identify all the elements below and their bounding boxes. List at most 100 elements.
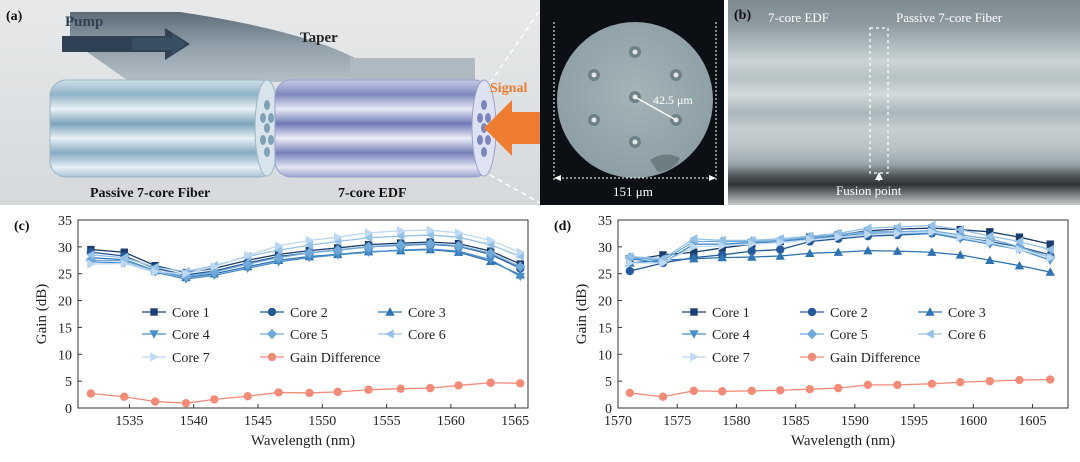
data-point [689, 234, 698, 244]
edf-fiber-body [274, 79, 491, 178]
data-point [1046, 375, 1055, 384]
data-point [775, 251, 785, 260]
data-point [834, 232, 843, 242]
data-point [863, 380, 873, 390]
plot-frame [617, 219, 1069, 409]
data-point [486, 240, 495, 250]
data-point [151, 266, 160, 277]
legend-label: Core 2 [290, 306, 328, 321]
data-point [893, 228, 903, 239]
fusion-box [869, 27, 889, 174]
data-point [1015, 233, 1024, 241]
data-point [274, 388, 283, 397]
data-point [396, 246, 406, 255]
data-point [486, 378, 495, 387]
passive-fiber-body [49, 79, 276, 178]
data-point [150, 397, 160, 406]
panel-b-label: (b) [734, 8, 751, 23]
data-point [243, 391, 252, 401]
data-point [333, 387, 342, 397]
series-gain-difference [625, 375, 1055, 401]
legend-marker [150, 308, 158, 316]
data-point [717, 235, 726, 246]
data-point [273, 252, 284, 263]
x-tick-label: 1605 [1018, 414, 1046, 429]
x-tick-label: 1580 [722, 414, 750, 429]
legend-label: Core 5 [290, 328, 328, 343]
data-point [332, 244, 343, 256]
legend-entry: Gain Difference [800, 351, 920, 366]
data-point [806, 235, 815, 245]
data-point [776, 245, 785, 254]
x-tick-label: 1565 [501, 414, 529, 429]
diameter-label: 151 μm [613, 184, 653, 199]
y-tick-label: 20 [598, 295, 612, 310]
edf-label: 7-core EDF [338, 186, 407, 201]
data-point [986, 237, 995, 248]
panel-b-image: (b) 7-core EDF Passive 7-core Fiber Fusi… [728, 0, 1080, 205]
legend-label: Core 4 [172, 328, 210, 343]
y-axis-label: Gain (dB) [574, 284, 590, 344]
y-tick-label: 15 [58, 321, 72, 336]
legend-label: Core 1 [172, 306, 210, 321]
y-tick-label: 20 [58, 295, 72, 310]
data-point [986, 228, 994, 236]
data-point [453, 240, 464, 251]
data-point [659, 258, 668, 268]
data-point [956, 378, 965, 387]
data-point [304, 240, 314, 250]
legend-marker [385, 307, 395, 316]
data-point [1014, 236, 1024, 247]
data-point [304, 253, 315, 263]
x-tick-label: 1570 [604, 414, 632, 429]
series-core-3 [625, 245, 1055, 276]
y-tick-label: 35 [598, 214, 612, 229]
data-point [928, 227, 937, 237]
x-tick-label: 1575 [663, 414, 691, 429]
legend-marker [267, 352, 277, 362]
data-point [892, 246, 903, 255]
data-point [658, 253, 667, 264]
x-tick-label: 1540 [180, 414, 208, 429]
y-tick-label: 35 [58, 214, 72, 229]
data-point [717, 252, 727, 262]
data-point [425, 238, 436, 249]
legend-entry: Core 6 [378, 328, 446, 343]
legend-marker [266, 328, 278, 340]
data-point [515, 251, 524, 262]
data-point [210, 395, 219, 404]
fiber-cross-section: 42.5 μm 151 μm [540, 0, 724, 205]
legend-entry: Core 5 [800, 328, 868, 343]
data-point [805, 385, 815, 394]
data-point [515, 272, 525, 282]
data-point [689, 386, 698, 396]
legend-entry: Core 4 [682, 328, 750, 343]
y-tick-label: 25 [598, 268, 612, 283]
y-tick-label: 15 [598, 321, 612, 336]
taper-neck [350, 58, 475, 82]
data-point [273, 245, 283, 255]
x-tick-label: 1585 [782, 414, 810, 429]
data-point [625, 388, 635, 398]
data-point [892, 222, 902, 232]
data-point [718, 241, 727, 251]
legend-marker [925, 307, 935, 316]
data-point [893, 380, 902, 390]
data-point [658, 392, 668, 401]
data-point [805, 248, 815, 258]
legend-entry: Core 4 [142, 328, 210, 343]
legend-label: Core 3 [948, 306, 986, 321]
panel-a-diagram: (a) Pump Taper Signal Passive 7-core Fib… [0, 0, 540, 205]
data-point [396, 231, 405, 241]
data-point [927, 220, 936, 231]
x-tick-label: 1600 [959, 414, 987, 429]
passive-fiber-core-holes [260, 100, 274, 157]
panel-b-edf-label: 7-core EDF [768, 10, 829, 25]
data-point [86, 389, 96, 398]
data-point [397, 226, 406, 236]
y-tick-label: 10 [58, 348, 72, 363]
data-point [659, 251, 667, 259]
y-tick-label: 5 [605, 375, 612, 390]
legend-entry: Core 3 [378, 306, 446, 321]
signal-arrow [484, 100, 540, 156]
